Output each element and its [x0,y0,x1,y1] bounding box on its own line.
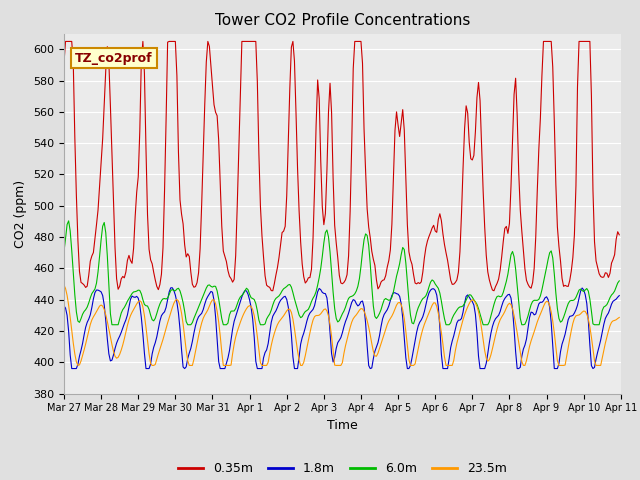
X-axis label: Time: Time [327,419,358,432]
Text: TZ_co2prof: TZ_co2prof [75,51,153,65]
Title: Tower CO2 Profile Concentrations: Tower CO2 Profile Concentrations [214,13,470,28]
Legend: 0.35m, 1.8m, 6.0m, 23.5m: 0.35m, 1.8m, 6.0m, 23.5m [173,457,512,480]
Y-axis label: CO2 (ppm): CO2 (ppm) [15,180,28,248]
